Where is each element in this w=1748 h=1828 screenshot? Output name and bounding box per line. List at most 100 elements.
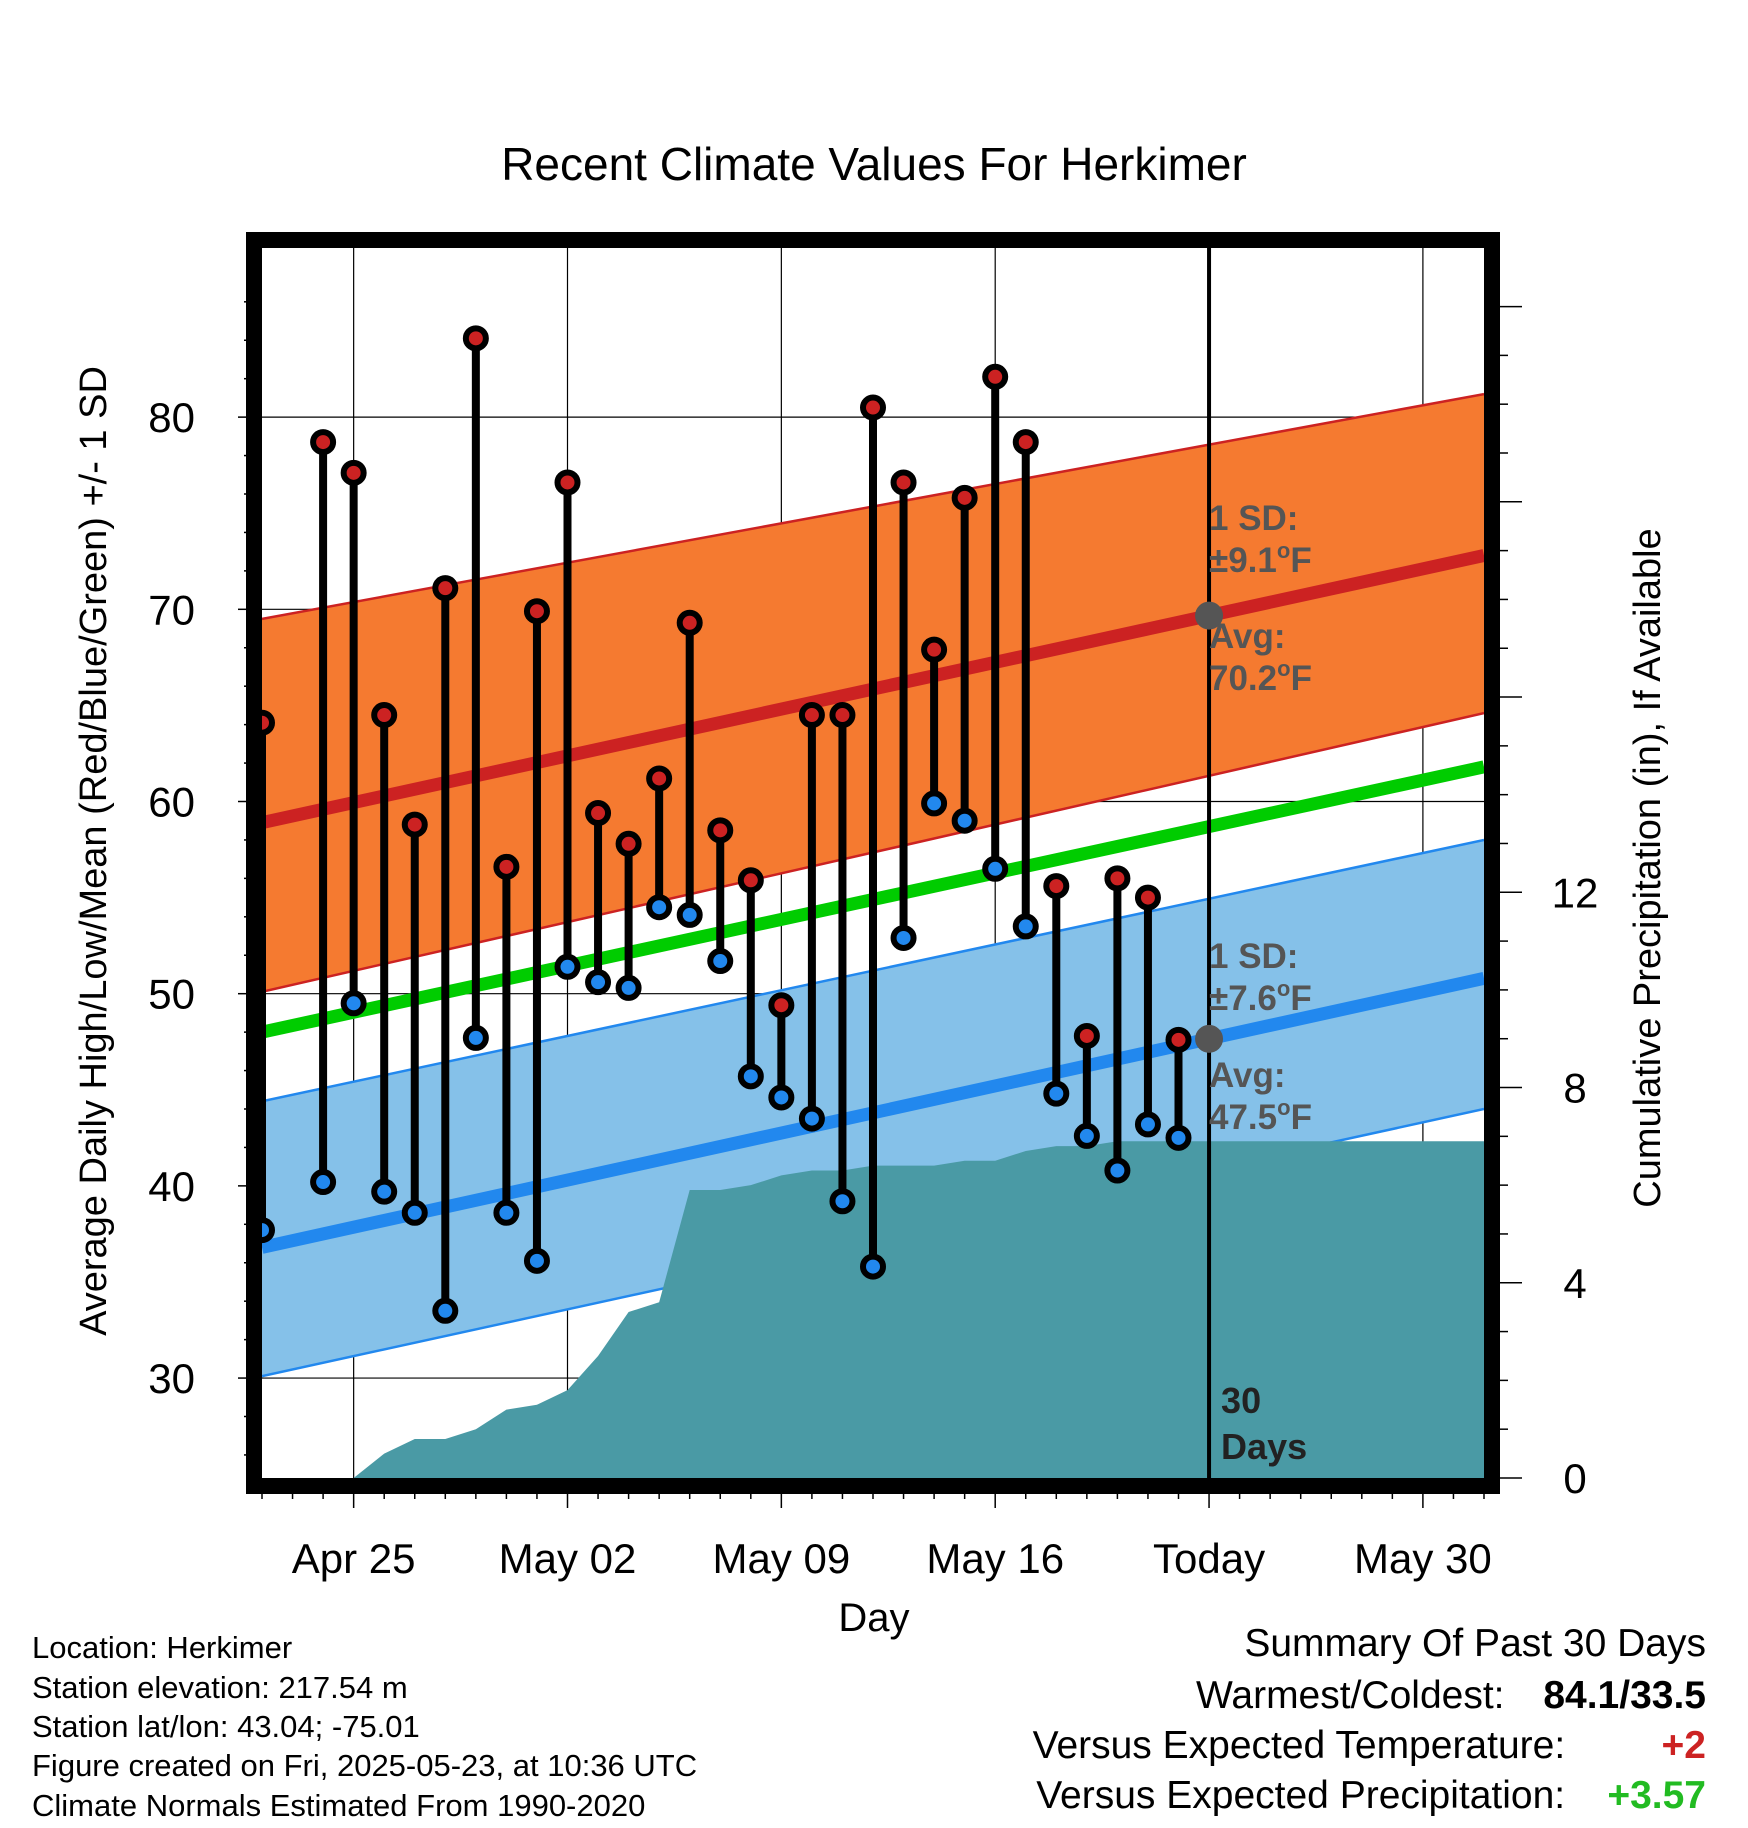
low-point-17: [798, 1105, 825, 1132]
high-point-15: [737, 867, 764, 894]
low-point-23: [982, 855, 1009, 882]
high-sd-annotation-0: 1 SD:: [1209, 499, 1298, 538]
high-point-23: [982, 363, 1009, 390]
x-axis-label: Day: [838, 1596, 909, 1640]
summary-precip-value: +3.57: [1607, 1774, 1706, 1817]
high-sd-annotation-1: ±9.1oF: [1209, 538, 1312, 580]
summary-precip: Versus Expected Precipitation: +3.57: [1036, 1774, 1706, 1818]
low-point-12: [646, 894, 673, 921]
high-point-28: [1134, 884, 1161, 911]
chart-title: Recent Climate Values For Herkimer: [501, 138, 1247, 190]
low-point-0: [262, 1217, 275, 1244]
high-point-3: [371, 702, 398, 729]
low-point-25: [1043, 1080, 1070, 1107]
low-point-21: [921, 790, 948, 817]
low-point-11: [615, 974, 642, 1001]
high-avg-annotation-0: Avg:: [1209, 617, 1285, 656]
today-label-1: Days: [1221, 1426, 1307, 1467]
high-point-6: [462, 325, 489, 352]
summary-title: Summary Of Past 30 Days: [1244, 1622, 1706, 1665]
low-sd-annotation-1: ±7.6oF: [1209, 976, 1312, 1018]
high-point-14: [707, 817, 734, 844]
low-point-28: [1134, 1111, 1161, 1138]
high-point-18: [829, 702, 856, 729]
high-point-12: [646, 765, 673, 792]
summary-warm-cold: Warmest/Coldest: 84.1/33.5: [1196, 1674, 1706, 1718]
high-point-26: [1073, 1022, 1100, 1049]
summary-precip-label: Versus Expected Precipitation:: [1036, 1774, 1566, 1817]
low-point-3: [371, 1178, 398, 1205]
high-point-2: [340, 459, 367, 486]
high-point-8: [523, 598, 550, 625]
high-point-22: [951, 484, 978, 511]
high-point-4: [401, 811, 428, 838]
low-point-20: [890, 924, 917, 951]
summary-temp: Versus Expected Temperature: +2: [1033, 1724, 1706, 1768]
low-point-5: [432, 1297, 459, 1324]
precip-area: [353, 1141, 1484, 1478]
high-point-21: [921, 636, 948, 663]
low-point-22: [951, 807, 978, 834]
high-point-10: [585, 800, 612, 827]
low-avg-annotation-0: Avg:: [1209, 1056, 1285, 1095]
high-point-1: [310, 429, 337, 456]
low-point-9: [554, 953, 581, 980]
high-point-27: [1104, 865, 1131, 892]
low-point-13: [676, 901, 703, 928]
low-point-10: [585, 969, 612, 996]
high-avg-today-dot: [1195, 601, 1224, 630]
footer-normals-period: Climate Normals Estimated From 1990-2020: [32, 1788, 646, 1823]
y-right-tick-label-3: 12: [1552, 869, 1599, 916]
low-point-29: [1165, 1124, 1192, 1151]
high-point-9: [554, 469, 581, 496]
high-point-29: [1165, 1026, 1192, 1053]
low-point-15: [737, 1063, 764, 1090]
high-point-20: [890, 469, 917, 496]
high-point-11: [615, 830, 642, 857]
low-sd-annotation-0: 1 SD:: [1209, 937, 1298, 976]
y-right-tick-label-0: 0: [1563, 1455, 1586, 1502]
high-avg-annotation-1: 70.2oF: [1209, 656, 1312, 698]
summary-temp-label: Versus Expected Temperature:: [1032, 1724, 1566, 1767]
low-point-19: [860, 1253, 886, 1280]
summary-warm-cold-value: 84.1/33.5: [1543, 1674, 1706, 1717]
summary-temp-value: +2: [1661, 1724, 1706, 1767]
x-tick-label-4: Today: [1153, 1535, 1265, 1582]
high-point-24: [1012, 429, 1039, 456]
footer-elevation: Station elevation: 217.54 m: [32, 1670, 408, 1705]
y-right-tick-label-2: 8: [1563, 1065, 1586, 1112]
low-point-7: [493, 1199, 520, 1226]
high-point-5: [432, 575, 459, 602]
high-point-25: [1043, 873, 1070, 900]
low-point-27: [1104, 1157, 1131, 1184]
y-axis-label-left: Average Daily High/Low/Mean (Red/Blue/Gr…: [73, 366, 115, 1336]
y-axis-label-right: Cumulative Precipitation (in), If Availa…: [1627, 528, 1669, 1207]
y-left-tick-label-1: 40: [148, 1163, 195, 1210]
low-avg-annotation-1: 47.5oF: [1209, 1095, 1312, 1137]
low-point-2: [340, 990, 367, 1017]
high-point-16: [768, 992, 795, 1019]
low-point-18: [829, 1188, 856, 1215]
y-left-tick-label-4: 70: [148, 586, 195, 633]
x-tick-label-5: May 30: [1354, 1535, 1492, 1582]
high-point-17: [798, 702, 825, 729]
high-point-19: [860, 394, 886, 421]
low-avg-today-dot: [1195, 1024, 1224, 1053]
low-point-4: [401, 1199, 428, 1226]
low-point-14: [707, 948, 734, 975]
high-point-0: [262, 709, 275, 736]
low-point-1: [310, 1169, 337, 1196]
low-point-24: [1012, 913, 1039, 940]
high-point-13: [676, 609, 703, 636]
x-tick-label-2: May 09: [712, 1535, 850, 1582]
low-point-8: [523, 1247, 550, 1274]
plot-frame: [246, 232, 1500, 1494]
y-right-tick-label-1: 4: [1563, 1260, 1586, 1307]
today-label-0: 30: [1221, 1380, 1261, 1421]
x-tick-label-1: May 02: [499, 1535, 637, 1582]
footer-latlon: Station lat/lon: 43.04; -75.01: [32, 1709, 420, 1744]
low-point-26: [1073, 1122, 1100, 1149]
